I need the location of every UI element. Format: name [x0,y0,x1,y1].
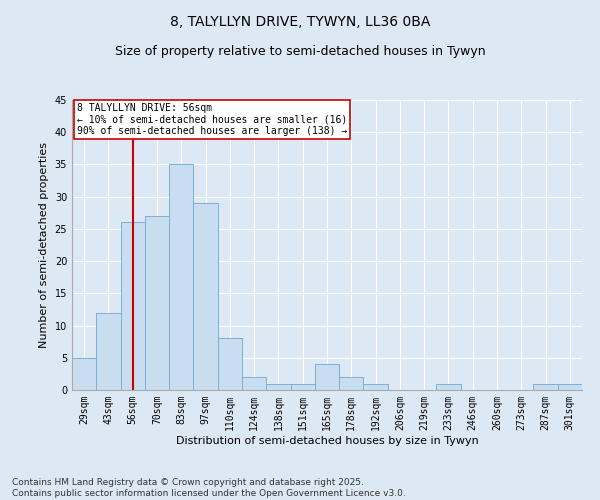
X-axis label: Distribution of semi-detached houses by size in Tywyn: Distribution of semi-detached houses by … [176,436,478,446]
Bar [242,377,266,390]
Bar [339,377,364,390]
Bar [218,338,242,390]
Bar [533,384,558,390]
Text: 8, TALYLLYN DRIVE, TYWYN, LL36 0BA: 8, TALYLLYN DRIVE, TYWYN, LL36 0BA [170,15,430,29]
Bar [72,358,96,390]
Bar [364,384,388,390]
Y-axis label: Number of semi-detached properties: Number of semi-detached properties [39,142,49,348]
Bar [436,384,461,390]
Bar [290,384,315,390]
Bar [193,203,218,390]
Bar [145,216,169,390]
Bar [315,364,339,390]
Bar [121,222,145,390]
Bar [169,164,193,390]
Bar [266,384,290,390]
Bar [558,384,582,390]
Text: Size of property relative to semi-detached houses in Tywyn: Size of property relative to semi-detach… [115,45,485,58]
Text: Contains HM Land Registry data © Crown copyright and database right 2025.
Contai: Contains HM Land Registry data © Crown c… [12,478,406,498]
Bar [96,312,121,390]
Text: 8 TALYLLYN DRIVE: 56sqm
← 10% of semi-detached houses are smaller (16)
90% of se: 8 TALYLLYN DRIVE: 56sqm ← 10% of semi-de… [77,103,347,136]
